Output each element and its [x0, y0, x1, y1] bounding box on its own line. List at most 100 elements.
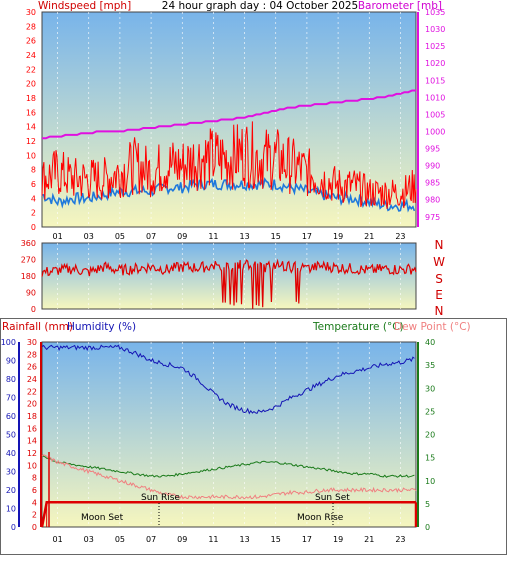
temperature-tick-label: 20: [425, 431, 435, 440]
barometer-axis-label: Barometer [mb]: [358, 0, 442, 12]
rainfall-line: [40, 501, 416, 528]
direction-tick-label: 180: [21, 272, 36, 281]
hour-tick-label: 15: [271, 232, 281, 241]
barometer-line: [42, 89, 416, 140]
lower-axis-ticks: 0102030405060708090100024681012141618202…: [1, 338, 435, 544]
rainfall-tick-label: 24: [27, 375, 37, 384]
rainfall-tick-label: 26: [27, 363, 37, 372]
windspeed-tick-label: 2: [31, 209, 36, 218]
barometer-tick-label: 1020: [425, 59, 445, 68]
hour-tick-label: 07: [146, 232, 156, 241]
barometer-tick-label: 995: [425, 145, 440, 154]
humidity-tick-label: 20: [6, 486, 16, 495]
sun-set-label: Sun Set: [315, 493, 350, 503]
barometer-tick-label: 1030: [425, 25, 445, 34]
humidity-line: [41, 344, 415, 415]
hour-tick-label: 07: [146, 535, 156, 544]
compass-n-top: N: [435, 238, 444, 252]
direction-series: [41, 258, 417, 309]
temperature-line: [41, 454, 415, 478]
barometer-tick-label: 1000: [425, 127, 445, 136]
compass-s: S: [435, 272, 443, 286]
direction-axis-ticks: 0 90 180 270 360: [21, 239, 36, 314]
hour-tick-label: 19: [333, 232, 343, 241]
humidity-tick-label: 70: [6, 394, 16, 403]
rainfall-tick-label: 22: [27, 387, 37, 396]
direction-tick-label: 360: [21, 239, 36, 248]
moon-rise-label: Moon Rise: [297, 513, 344, 523]
hour-tick-label: 03: [84, 535, 94, 544]
lower-gridlines: [57, 342, 401, 527]
compass-n-bottom: N: [435, 304, 444, 318]
hour-tick-label: 01: [52, 535, 62, 544]
windspeed-tick-label: 24: [26, 51, 36, 60]
barometer-tick-label: 1025: [425, 42, 445, 51]
hour-tick-label: 05: [115, 232, 125, 241]
rainfall-tick-label: 30: [27, 338, 37, 347]
windspeed-tick-label: 6: [31, 180, 36, 189]
barometer-tick-label: 1010: [425, 93, 445, 102]
rainfall-axis-label: Rainfall (mm): [2, 321, 73, 333]
windspeed-tick-label: 12: [26, 137, 36, 146]
humidity-tick-label: 30: [6, 468, 16, 477]
rainfall-tick-label: 18: [27, 412, 37, 421]
humidity-tick-label: 0: [11, 523, 16, 532]
rainfall-tick-label: 20: [27, 400, 37, 409]
direction-gridlines: [57, 243, 401, 309]
direction-tick-label: 270: [21, 256, 36, 265]
compass-e: E: [435, 288, 443, 302]
average-wind-line: [41, 177, 416, 213]
hour-tick-label: 11: [208, 535, 218, 544]
humidity-tick-label: 60: [6, 412, 16, 421]
hour-axis-ticks: 01 03 05 07 09 11 13 15 17 19 21 23: [52, 232, 405, 241]
temperature-tick-label: 35: [425, 361, 435, 370]
direction-tick-label: 0: [31, 305, 36, 314]
temperature-tick-label: 10: [425, 477, 435, 486]
humidity-tick-label: 10: [6, 505, 16, 514]
windspeed-axis-label: Windspeed [mph]: [38, 0, 131, 12]
hour-tick-label: 11: [208, 232, 218, 241]
barometer-axis-ticks: 975 980 985 990 995 1000 1005 1010 1015 1020 1025 1…: [417, 8, 445, 227]
humidity-tick-label: 50: [6, 431, 16, 440]
humidity-tick-label: 90: [6, 357, 16, 366]
hour-tick-label: 13: [239, 535, 249, 544]
temperature-tick-label: 5: [425, 500, 430, 509]
humidity-tick-label: 80: [6, 375, 16, 384]
hour-tick-label: 23: [395, 535, 405, 544]
lower-series: [40, 344, 418, 528]
hour-tick-label: 09: [177, 535, 187, 544]
rainfall-tick-label: 12: [27, 449, 37, 458]
windspeed-tick-label: 0: [31, 223, 36, 232]
rainfall-tick-label: 16: [27, 424, 37, 433]
hour-tick-label: 21: [364, 232, 374, 241]
compass-w: W: [433, 255, 445, 269]
barometer-tick-label: 980: [425, 196, 440, 205]
temperature-tick-label: 15: [425, 454, 435, 463]
wind-gridlines: [57, 12, 401, 227]
windspeed-tick-label: 20: [26, 80, 36, 89]
temperature-tick-label: 40: [425, 338, 435, 347]
wind-series: [41, 89, 417, 213]
direction-tick-label: 90: [26, 289, 36, 298]
windspeed-line: [41, 121, 417, 209]
hour-tick-label: 03: [84, 232, 94, 241]
temperature-axis-label: Temperature (°C): [312, 321, 404, 333]
rainfall-tick-label: 14: [27, 437, 37, 446]
temperature-tick-label: 0: [425, 523, 430, 532]
humidity-tick-label: 40: [6, 449, 16, 458]
temperature-tick-label: 30: [425, 384, 435, 393]
hour-tick-label: 23: [395, 232, 405, 241]
barometer-tick-label: 1005: [425, 110, 445, 119]
humidity-tick-label: 100: [1, 338, 16, 347]
rainfall-tick-label: 2: [32, 511, 37, 520]
barometer-tick-label: 990: [425, 162, 440, 171]
hour-tick-label: 13: [239, 232, 249, 241]
rainfall-tick-label: 0: [32, 523, 37, 532]
humidity-axis-label: Humidity (%): [67, 321, 136, 333]
dewpoint-line: [41, 454, 417, 500]
barometer-tick-label: 975: [425, 213, 440, 222]
rainfall-tick-label: 6: [32, 486, 37, 495]
moon-set-label: Moon Set: [81, 513, 124, 523]
